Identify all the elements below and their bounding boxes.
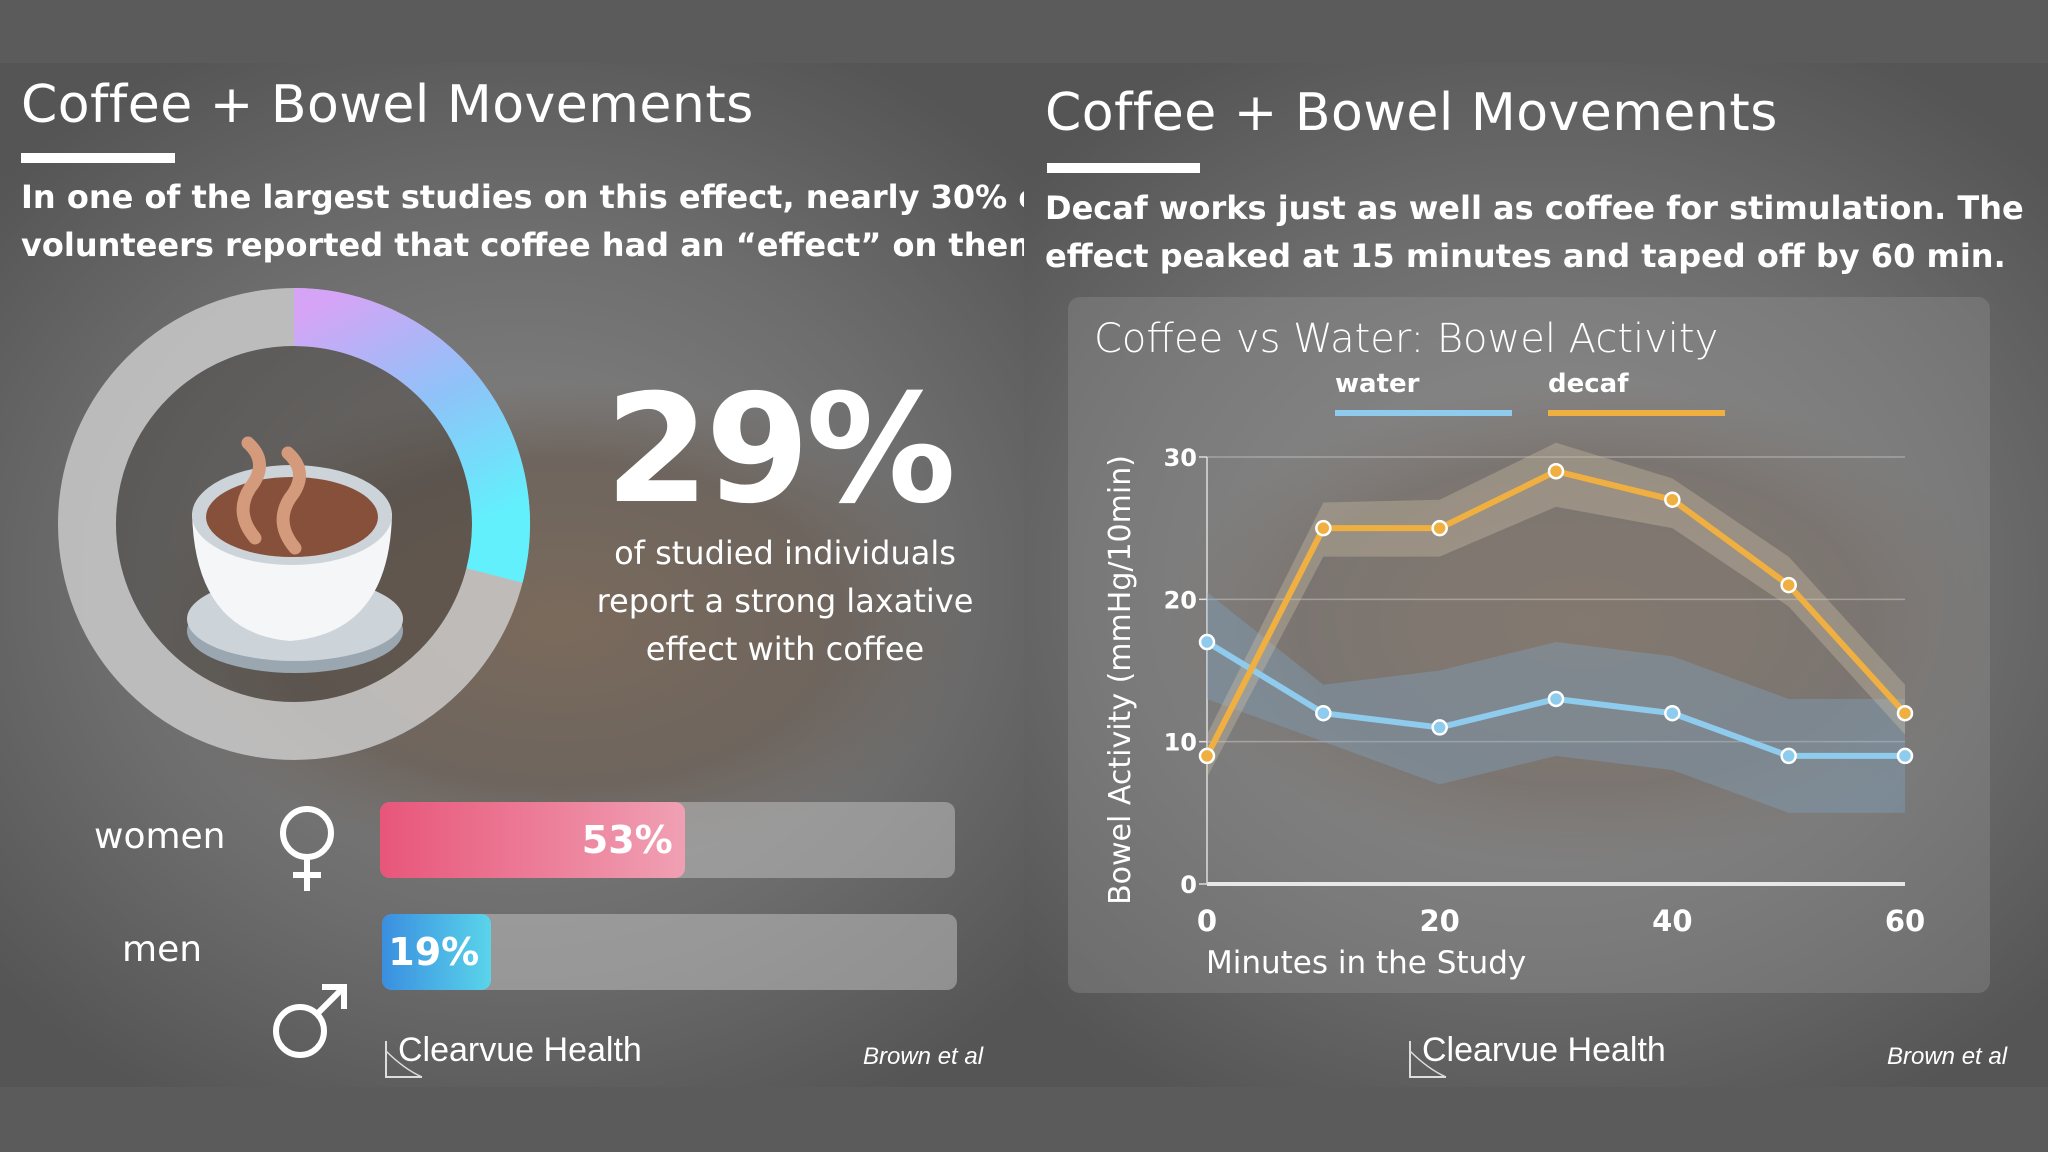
- title-underline: [1047, 163, 1200, 173]
- data-point-water: [1431, 719, 1448, 736]
- male-symbol-icon: [273, 984, 347, 1058]
- left-panel: Coffee + Bowel Movements In one of the l…: [0, 63, 1024, 1087]
- data-point-water: [1547, 690, 1565, 708]
- legend-label-water: water: [1335, 369, 1420, 399]
- donut-arc: [293, 288, 530, 583]
- panel-title: Coffee + Bowel Movements: [1045, 83, 1778, 143]
- data-point-water: [1896, 747, 1914, 765]
- big-stat: 29%: [605, 363, 956, 537]
- caption-line-2: report a strong laxative: [596, 582, 974, 620]
- subtitle-line-1: In one of the largest studies on this ef…: [21, 178, 1024, 216]
- data-point-decaf: [1896, 704, 1914, 722]
- men-bar: 19%: [382, 914, 957, 990]
- female-symbol-icon: [280, 806, 334, 891]
- data-point-decaf: [1547, 462, 1565, 480]
- women-bar-fill: 53%: [380, 802, 685, 878]
- legend-swatch-water: [1335, 410, 1512, 416]
- subtitle-line-2: effect peaked at 15 minutes and taped of…: [1045, 237, 2006, 275]
- y-axis-label: Bowel Activity (mmHg/10min): [1103, 455, 1138, 905]
- men-label: men: [122, 929, 203, 970]
- brand-logo-icon: [1409, 1041, 1447, 1078]
- x-tick-label: 20: [1419, 904, 1459, 938]
- citation: Brown et al: [863, 1043, 984, 1070]
- y-tick-label: 10: [1164, 729, 1197, 757]
- x-axis-label: Minutes in the Study: [1206, 945, 1526, 981]
- subtitle-line-2: volunteers reported that coffee had an “…: [21, 226, 1024, 264]
- brand-logo-icon: [385, 1041, 423, 1078]
- data-point-water: [1780, 747, 1797, 765]
- legend-label-decaf: decaf: [1548, 369, 1629, 399]
- coffee-cup-icon: [187, 436, 403, 673]
- panel-title: Coffee + Bowel Movements: [21, 75, 754, 135]
- x-tick-label: 60: [1885, 904, 1925, 938]
- data-point-water: [1198, 633, 1216, 651]
- women-bar: 53%: [380, 802, 955, 878]
- data-point-decaf: [1198, 747, 1216, 765]
- brand-name: Clearvue Health: [1422, 1031, 1666, 1069]
- donut-chart: [58, 288, 530, 760]
- data-point-decaf: [1664, 491, 1681, 508]
- y-tick-label: 0: [1180, 871, 1197, 899]
- data-point-decaf: [1315, 519, 1332, 537]
- chart-title: Coffee vs Water: Bowel Activity: [1094, 316, 1718, 362]
- caption-line-3: effect with coffee: [645, 630, 925, 668]
- chart-card: [1068, 297, 1990, 993]
- data-point-decaf: [1780, 576, 1797, 594]
- data-point-decaf: [1431, 519, 1448, 537]
- line-chart: Coffee vs Water: Bowel Activity water dec…: [1094, 316, 1925, 981]
- subtitle-line-1: Decaf works just as well as coffee for s…: [1045, 189, 2024, 227]
- legend-swatch-decaf: [1548, 410, 1725, 416]
- citation: Brown et al: [1887, 1043, 2008, 1070]
- women-label: women: [94, 816, 226, 857]
- title-underline: [21, 153, 175, 163]
- y-tick-label: 20: [1164, 586, 1197, 614]
- y-tick-label: 30: [1164, 444, 1197, 472]
- data-point-water: [1664, 704, 1681, 722]
- men-bar-fill: 19%: [382, 914, 492, 990]
- brand-name: Clearvue Health: [398, 1031, 642, 1069]
- data-point-water: [1315, 704, 1332, 722]
- caption-line-1: of studied individuals: [614, 534, 956, 572]
- right-panel: Coffee + Bowel Movements Decaf works jus…: [1024, 63, 2048, 1087]
- x-tick-label: 40: [1652, 904, 1692, 938]
- x-tick-label: 0: [1197, 904, 1217, 938]
